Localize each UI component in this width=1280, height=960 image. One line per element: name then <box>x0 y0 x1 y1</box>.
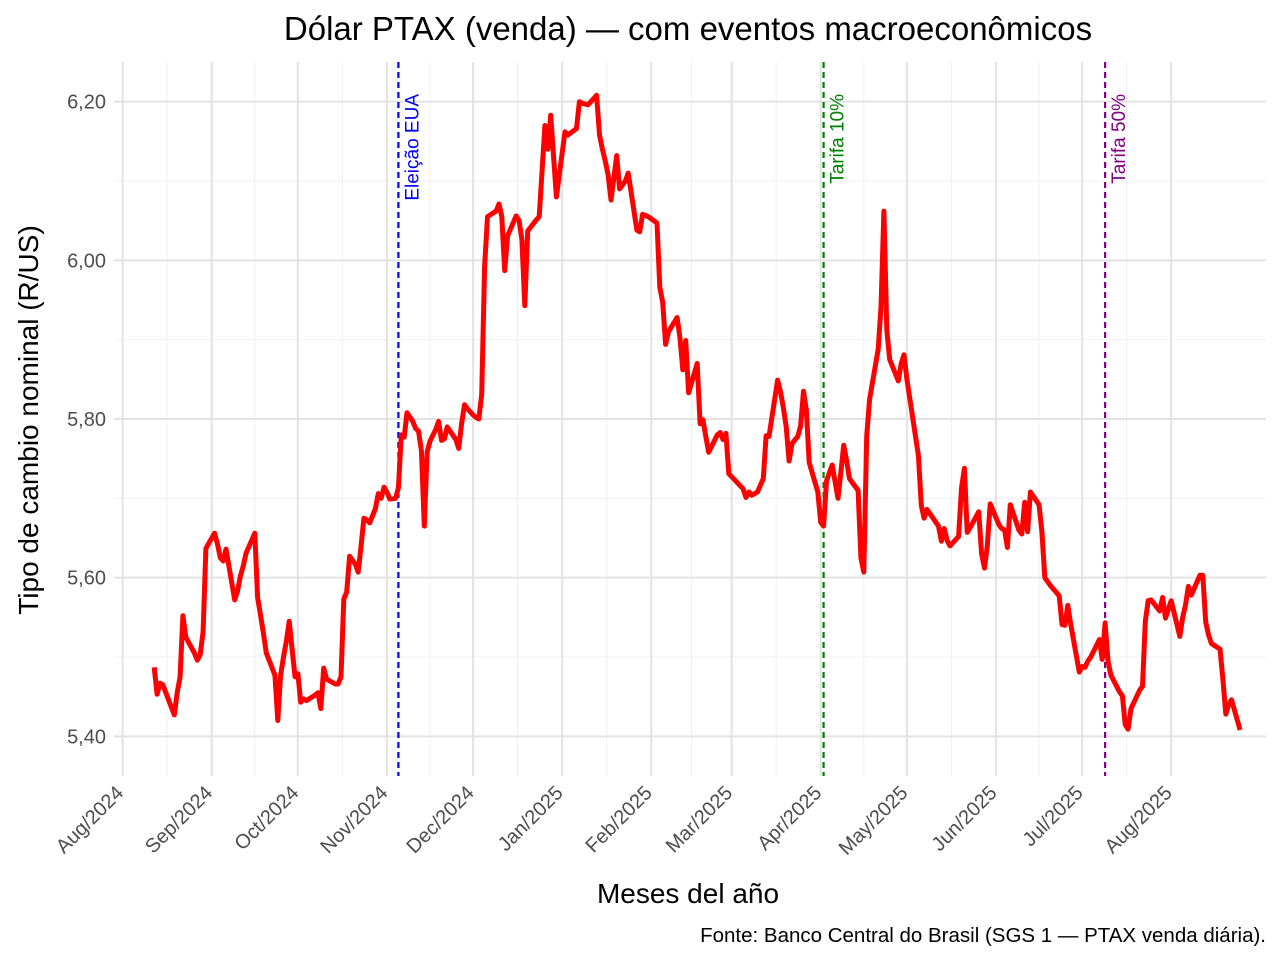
major-gridlines <box>114 62 1266 776</box>
x-tick-labels: Aug/2024 Sep/2024 Oct/2024 Nov/2024 Dec/2024… <box>52 782 1177 860</box>
x-tick-label: Mar/2025 <box>662 782 737 857</box>
series-line <box>151 92 1243 732</box>
series-layer <box>151 92 1243 732</box>
x-tick-label: Feb/2025 <box>581 782 656 857</box>
chart-title: Dólar PTAX (venda) — com eventos macroec… <box>284 10 1092 47</box>
y-tick-label: 5,80 <box>67 409 106 431</box>
x-tick-label: Aug/2025 <box>1101 782 1177 858</box>
event-label: Tarifa 10% <box>828 94 849 184</box>
x-tick-label: Aug/2024 <box>52 782 128 858</box>
x-tick-label: Oct/2024 <box>230 782 303 855</box>
event-label: Eleição EUA <box>402 94 423 201</box>
y-tick-label: 6,20 <box>67 92 106 114</box>
x-tick-label: Jan/2025 <box>494 782 568 856</box>
y-tick-label: 5,60 <box>67 568 106 590</box>
y-tick-labels: 5,40 5,60 5,80 6,00 6,20 <box>67 92 106 749</box>
y-axis-label: Tipo de cambio nominal (R/US) <box>13 225 44 615</box>
y-tick-label: 6,00 <box>67 250 106 272</box>
x-tick-label: May/2025 <box>835 782 913 860</box>
x-tick-label: Jun/2025 <box>928 782 1002 856</box>
x-tick-label: Nov/2024 <box>316 782 392 858</box>
x-tick-label: Dec/2024 <box>403 782 479 858</box>
chart-caption: Fonte: Banco Central do Brasil (SGS 1 — … <box>700 924 1266 947</box>
x-tick-label: Sep/2024 <box>141 782 217 858</box>
y-tick-label: 5,40 <box>67 726 106 748</box>
event-label: Tarifa 50% <box>1109 94 1130 184</box>
x-axis-label: Meses del año <box>597 878 779 909</box>
event-markers: Eleição EUA Tarifa 10% Tarifa 50% <box>397 62 1130 776</box>
x-tick-label: Jul/2025 <box>1019 782 1088 851</box>
x-tick-label: Apr/2025 <box>753 782 826 855</box>
